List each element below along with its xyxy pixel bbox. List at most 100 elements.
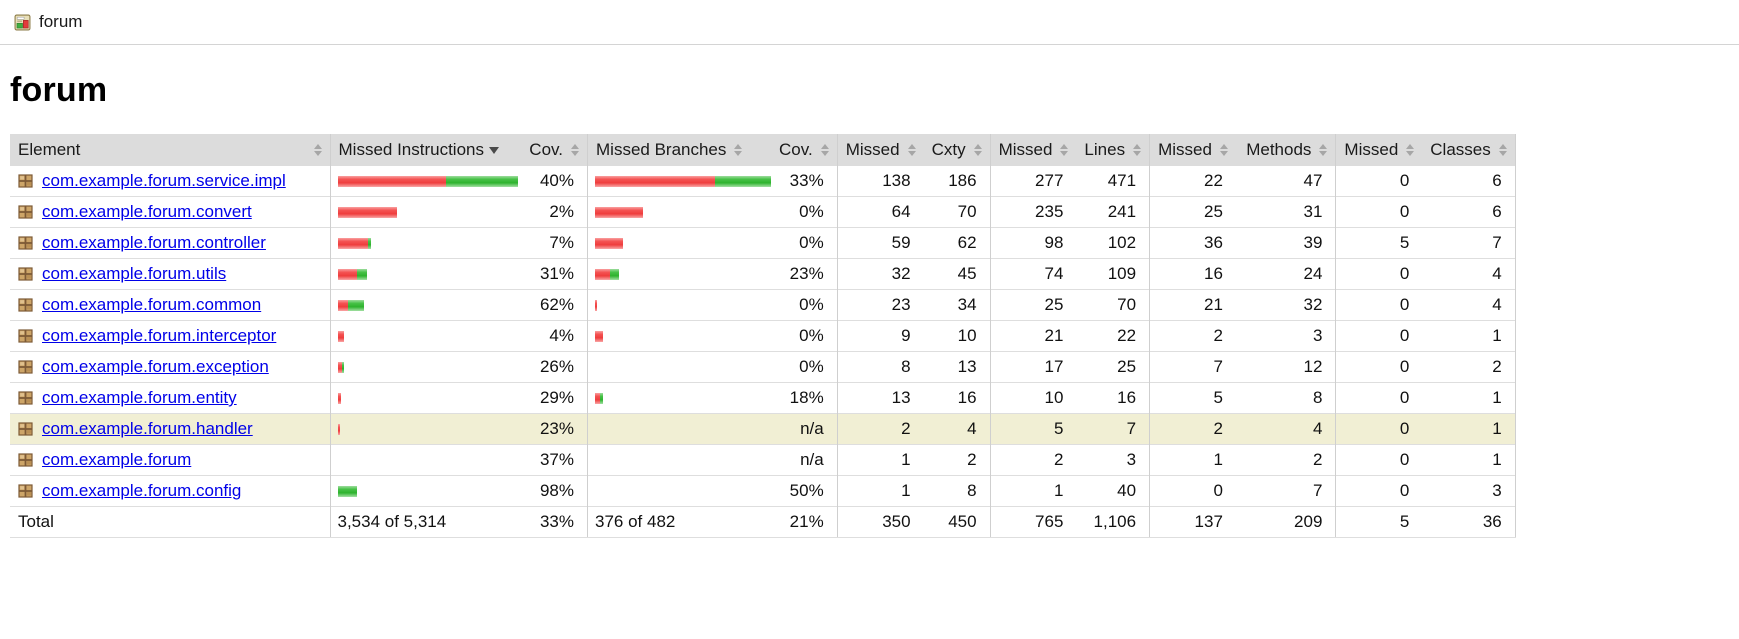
package-link[interactable]: com.example.forum.controller (42, 233, 266, 252)
table-row: com.example.forum.service.impl 40% 33% 1… (10, 166, 1516, 197)
breadcrumb: forum (0, 0, 1739, 45)
sort-icon[interactable] (1498, 144, 1507, 156)
missed-methods: 2 (1149, 320, 1236, 352)
missed-lines: 10 (989, 382, 1077, 414)
package-link[interactable]: com.example.forum.utils (42, 264, 227, 283)
column-header-branch-coverage[interactable]: Cov. (771, 134, 838, 166)
package-link[interactable]: com.example.forum.interceptor (42, 326, 277, 345)
missed-cxty: 64 (836, 196, 924, 228)
column-header-instruction-coverage[interactable]: Cov. (517, 134, 588, 166)
table-row: com.example.forum.config 98% 50% 1 8 1 4… (10, 475, 1516, 507)
total-missed-cxty: 350 (836, 506, 924, 538)
missed-lines: 98 (989, 227, 1077, 259)
column-header-missed-lines[interactable]: Missed (989, 134, 1077, 166)
missed-methods: 21 (1149, 289, 1236, 321)
cxty: 10 (923, 320, 991, 352)
table-row: com.example.forum.handler 23% n/a 2 4 5 … (10, 413, 1516, 445)
classes: 2 (1422, 351, 1516, 383)
package-icon (18, 297, 35, 314)
column-header-missed-classes[interactable]: Missed (1335, 134, 1423, 166)
sort-icon[interactable] (734, 144, 743, 156)
missed-classes: 0 (1335, 258, 1423, 290)
column-header-missed-branches[interactable]: Missed Branches (587, 134, 771, 166)
table-row: com.example.forum.entity 29% 18% 13 16 1… (10, 382, 1516, 414)
package-link[interactable]: com.example.forum.exception (42, 357, 269, 376)
instruction-coverage: 31% (517, 258, 588, 290)
lines: 3 (1076, 444, 1150, 476)
column-header-missed-instructions[interactable]: Missed Instructions (329, 134, 518, 166)
package-icon (18, 173, 35, 190)
package-icon (18, 235, 35, 252)
column-header-element[interactable]: Element (10, 134, 330, 166)
cxty: 70 (923, 196, 991, 228)
package-icon (18, 359, 35, 376)
methods: 4 (1235, 413, 1336, 445)
package-link[interactable]: com.example.forum.config (42, 481, 242, 500)
missed-classes: 5 (1335, 227, 1423, 259)
column-header-missed-cxty[interactable]: Missed (836, 134, 924, 166)
cxty: 34 (923, 289, 991, 321)
cxty: 13 (923, 351, 991, 383)
instruction-coverage: 4% (517, 320, 588, 352)
sort-icon[interactable] (820, 144, 829, 156)
package-link[interactable]: com.example.forum (42, 450, 192, 469)
methods: 32 (1235, 289, 1336, 321)
sort-icon[interactable] (1219, 144, 1228, 156)
missed-branches-bar (587, 196, 771, 228)
missed-methods: 0 (1149, 475, 1236, 507)
coverage-table: Element Missed Instructions Cov. Missed … (10, 134, 1516, 538)
branch-coverage: 0% (771, 289, 838, 321)
column-header-methods[interactable]: Methods (1235, 134, 1336, 166)
missed-lines: 1 (989, 475, 1077, 507)
missed-branches-bar (587, 351, 771, 383)
missed-classes: 0 (1335, 444, 1423, 476)
package-link[interactable]: com.example.forum.service.impl (42, 171, 286, 190)
sort-icon[interactable] (907, 144, 916, 156)
sort-icon[interactable] (1406, 144, 1415, 156)
missed-instructions-bar (329, 196, 518, 228)
sort-icon[interactable] (313, 144, 322, 156)
missed-methods: 16 (1149, 258, 1236, 290)
package-link[interactable]: com.example.forum.common (42, 295, 262, 314)
classes: 1 (1422, 320, 1516, 352)
missed-instructions-bar (329, 382, 518, 414)
sort-icon[interactable] (1319, 144, 1328, 156)
missed-cxty: 138 (836, 166, 924, 197)
total-branches: 376 of 482 (587, 506, 771, 538)
missed-classes: 0 (1335, 166, 1423, 197)
column-header-missed-methods[interactable]: Missed (1149, 134, 1236, 166)
classes: 6 (1422, 196, 1516, 228)
sort-icon[interactable] (571, 144, 579, 156)
column-header-cxty[interactable]: Cxty (923, 134, 991, 166)
missed-classes: 0 (1335, 289, 1423, 321)
package-link[interactable]: com.example.forum.entity (42, 388, 237, 407)
methods: 3 (1235, 320, 1336, 352)
cxty: 2 (923, 444, 991, 476)
instruction-coverage: 37% (517, 444, 588, 476)
missed-lines: 5 (989, 413, 1077, 445)
missed-instructions-bar (329, 227, 518, 259)
instruction-coverage: 62% (517, 289, 588, 321)
missed-lines: 17 (989, 351, 1077, 383)
column-header-classes[interactable]: Classes (1422, 134, 1516, 166)
methods: 31 (1235, 196, 1336, 228)
missed-cxty: 9 (836, 320, 924, 352)
table-header-row: Element Missed Instructions Cov. Missed … (10, 134, 1516, 166)
lines: 25 (1076, 351, 1150, 383)
lines: 102 (1076, 227, 1150, 259)
branch-coverage: 50% (771, 475, 838, 507)
branch-coverage: 0% (771, 320, 838, 352)
sort-icon[interactable] (1133, 144, 1142, 156)
sort-desc-icon[interactable] (489, 146, 499, 154)
classes: 3 (1422, 475, 1516, 507)
total-branch-coverage: 21% (771, 506, 838, 538)
package-link[interactable]: com.example.forum.convert (42, 202, 252, 221)
column-header-lines[interactable]: Lines (1076, 134, 1150, 166)
package-link[interactable]: com.example.forum.handler (42, 419, 253, 438)
total-missed-lines: 765 (989, 506, 1077, 538)
missed-branches-bar (587, 444, 771, 476)
branch-coverage: 0% (771, 227, 838, 259)
sort-icon[interactable] (973, 144, 982, 156)
sort-icon[interactable] (1060, 144, 1069, 156)
